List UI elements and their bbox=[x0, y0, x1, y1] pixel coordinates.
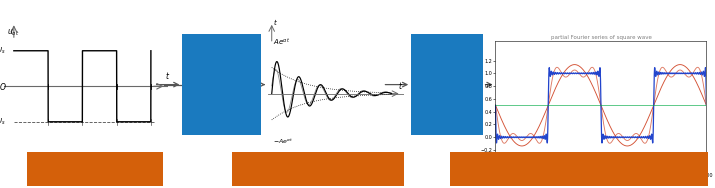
Text: $t$: $t$ bbox=[273, 17, 278, 27]
Text: $Ae^{\alpha t}$: $Ae^{\alpha t}$ bbox=[273, 36, 290, 47]
Text: $t$: $t$ bbox=[164, 70, 170, 81]
Text: transmission
lines: transmission lines bbox=[182, 74, 262, 95]
Text: $t$: $t$ bbox=[398, 80, 403, 91]
Text: $u_{ot}$: $u_{ot}$ bbox=[7, 28, 19, 38]
Text: Linear
EQ: Linear EQ bbox=[423, 70, 471, 100]
Title: partial Fourier series of square wave: partial Fourier series of square wave bbox=[551, 35, 651, 40]
Text: $-U_s$: $-U_s$ bbox=[0, 117, 6, 127]
Text: $-Ae^{\alpha t}$: $-Ae^{\alpha t}$ bbox=[273, 137, 293, 146]
Text: CTLE linear EQ
amplification: CTLE linear EQ amplification bbox=[539, 158, 619, 180]
Text: $O$: $O$ bbox=[0, 81, 6, 92]
Text: Attenuated signal: Attenuated signal bbox=[269, 164, 368, 174]
Text: $+U_s$: $+U_s$ bbox=[0, 46, 6, 56]
Text: Transmitter Signal: Transmitter Signal bbox=[44, 164, 146, 174]
